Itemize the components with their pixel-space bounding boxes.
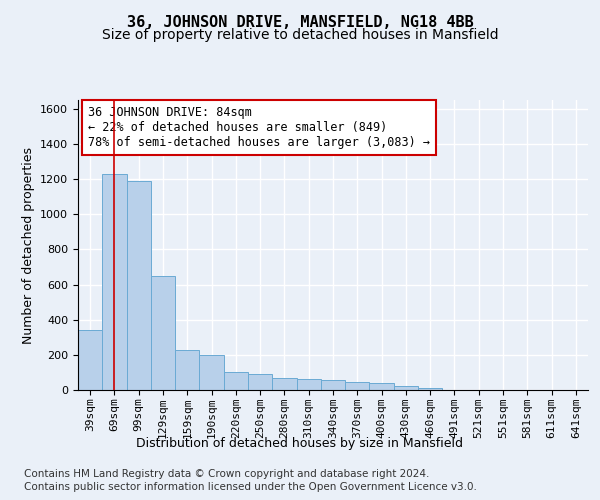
Bar: [370, 383, 394, 390]
Text: 36 JOHNSON DRIVE: 84sqm
← 22% of detached houses are smaller (849)
78% of semi-d: 36 JOHNSON DRIVE: 84sqm ← 22% of detache…: [88, 106, 430, 149]
Text: Size of property relative to detached houses in Mansfield: Size of property relative to detached ho…: [101, 28, 499, 42]
Bar: [296, 380, 321, 390]
Bar: [199, 355, 224, 390]
Bar: [248, 374, 272, 390]
Text: Contains HM Land Registry data © Crown copyright and database right 2024.: Contains HM Land Registry data © Crown c…: [24, 469, 430, 479]
Y-axis label: Number of detached properties: Number of detached properties: [22, 146, 35, 344]
Bar: [224, 372, 248, 390]
Bar: [151, 276, 175, 390]
Bar: [418, 388, 442, 390]
Text: 36, JOHNSON DRIVE, MANSFIELD, NG18 4BB: 36, JOHNSON DRIVE, MANSFIELD, NG18 4BB: [127, 15, 473, 30]
Bar: [345, 382, 370, 390]
Bar: [102, 174, 127, 390]
Bar: [394, 386, 418, 390]
Text: Distribution of detached houses by size in Mansfield: Distribution of detached houses by size …: [137, 438, 464, 450]
Bar: [272, 378, 296, 390]
Bar: [321, 380, 345, 390]
Bar: [127, 181, 151, 390]
Bar: [78, 330, 102, 390]
Text: Contains public sector information licensed under the Open Government Licence v3: Contains public sector information licen…: [24, 482, 477, 492]
Bar: [175, 350, 199, 390]
